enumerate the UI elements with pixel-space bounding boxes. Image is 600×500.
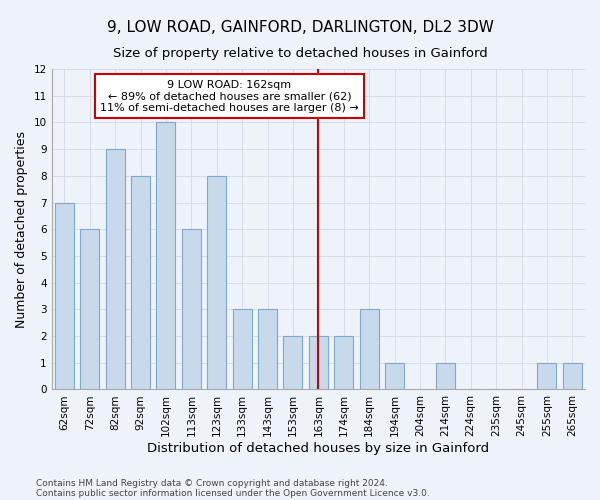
X-axis label: Distribution of detached houses by size in Gainford: Distribution of detached houses by size …: [147, 442, 490, 455]
Bar: [538, 363, 556, 390]
Bar: [436, 363, 455, 390]
Bar: [258, 310, 277, 390]
Bar: [182, 229, 201, 390]
Bar: [334, 336, 353, 390]
Bar: [157, 122, 175, 390]
Bar: [385, 363, 404, 390]
Text: 9, LOW ROAD, GAINFORD, DARLINGTON, DL2 3DW: 9, LOW ROAD, GAINFORD, DARLINGTON, DL2 3…: [107, 20, 493, 35]
Text: 9 LOW ROAD: 162sqm
← 89% of detached houses are smaller (62)
11% of semi-detache: 9 LOW ROAD: 162sqm ← 89% of detached hou…: [100, 80, 359, 113]
Bar: [207, 176, 226, 390]
Text: Size of property relative to detached houses in Gainford: Size of property relative to detached ho…: [113, 48, 487, 60]
Text: Contains public sector information licensed under the Open Government Licence v3: Contains public sector information licen…: [36, 488, 430, 498]
Bar: [233, 310, 251, 390]
Bar: [55, 202, 74, 390]
Bar: [359, 310, 379, 390]
Bar: [283, 336, 302, 390]
Bar: [309, 336, 328, 390]
Bar: [80, 229, 99, 390]
Text: Contains HM Land Registry data © Crown copyright and database right 2024.: Contains HM Land Registry data © Crown c…: [36, 478, 388, 488]
Bar: [106, 149, 125, 390]
Bar: [563, 363, 582, 390]
Y-axis label: Number of detached properties: Number of detached properties: [15, 130, 28, 328]
Bar: [131, 176, 150, 390]
